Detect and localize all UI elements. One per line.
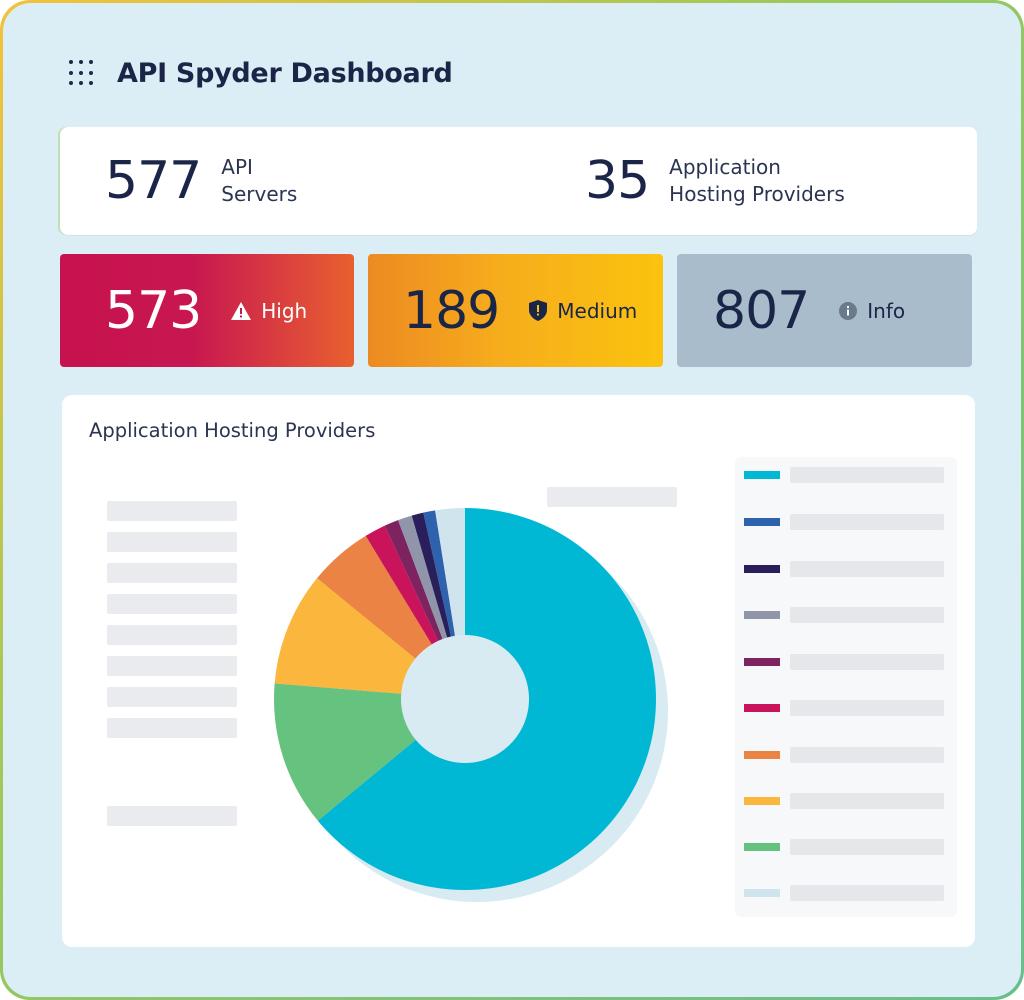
api-servers-count: 577	[105, 151, 202, 211]
legend-item[interactable]	[744, 793, 944, 811]
severity-medium-count: 189	[403, 280, 500, 341]
severity-high-card[interactable]: 573 High	[60, 254, 354, 367]
placeholder-line	[107, 501, 237, 521]
chart-title: Application Hosting Providers	[89, 419, 376, 442]
info-circle-icon	[839, 301, 858, 320]
legend-swatch	[744, 518, 780, 526]
hosting-providers-stat[interactable]: 35 Application Hosting Providers	[585, 127, 845, 235]
legend-label-placeholder	[790, 467, 944, 483]
hosting-providers-label: Application Hosting Providers	[669, 155, 845, 206]
warning-triangle-icon	[231, 301, 252, 320]
legend-swatch	[744, 565, 780, 573]
legend-swatch	[744, 797, 780, 805]
placeholder-line	[547, 487, 677, 507]
page-title: API Spyder Dashboard	[117, 57, 453, 89]
legend-item[interactable]	[744, 700, 944, 718]
legend-label-placeholder	[790, 885, 944, 901]
severity-info-count: 807	[713, 280, 810, 341]
api-servers-stat[interactable]: 577 API Servers	[105, 127, 297, 235]
severity-info-label: Info	[867, 298, 906, 323]
pie-slice-9[interactable]	[423, 510, 455, 637]
legend-swatch	[744, 611, 780, 619]
severity-medium-card[interactable]: 189 Medium	[368, 254, 663, 367]
pie-slice-3[interactable]	[274, 578, 416, 694]
pie-slice-5[interactable]	[365, 525, 439, 645]
legend-swatch	[744, 889, 780, 897]
grid-icon[interactable]	[69, 60, 95, 86]
legend-swatch	[744, 751, 780, 759]
legend-item[interactable]	[744, 561, 944, 579]
legend-item[interactable]	[744, 607, 944, 625]
legend-swatch	[744, 843, 780, 851]
pie-slice-2[interactable]	[274, 683, 416, 821]
legend-item[interactable]	[744, 839, 944, 857]
legend-item[interactable]	[744, 467, 944, 485]
placeholder-line	[107, 718, 237, 738]
legend-label-placeholder	[790, 561, 944, 577]
legend-label-placeholder	[790, 839, 944, 855]
severity-high-count: 573	[105, 280, 202, 341]
legend-label-placeholder	[790, 514, 944, 530]
hosting-providers-chart-card: Application Hosting Providers	[62, 395, 975, 947]
donut-chart	[274, 508, 668, 902]
legend-item[interactable]	[744, 885, 944, 903]
legend-label-placeholder	[790, 607, 944, 623]
placeholder-line	[107, 656, 237, 676]
legend-item[interactable]	[744, 747, 944, 765]
hosting-providers-count: 35	[585, 151, 650, 211]
pie-slice-1[interactable]	[317, 508, 657, 890]
api-servers-label: API Servers	[221, 155, 298, 206]
severity-medium-label: Medium	[557, 298, 638, 323]
legend-item[interactable]	[744, 654, 944, 672]
placeholder-line	[107, 563, 237, 583]
pie-slice-10[interactable]	[435, 508, 465, 636]
legend-label-placeholder	[790, 700, 944, 716]
placeholder-line	[107, 532, 237, 552]
legend-label-placeholder	[790, 654, 944, 670]
dashboard-panel: API Spyder Dashboard 577 API Servers 35 …	[3, 3, 1021, 997]
legend-label-placeholder	[790, 747, 944, 763]
legend-label-placeholder	[790, 793, 944, 809]
severity-high-label: High	[261, 298, 308, 323]
summary-card: 577 API Servers 35 Application Hosting P…	[60, 127, 977, 235]
legend-item[interactable]	[744, 514, 944, 532]
placeholder-line	[107, 687, 237, 707]
shield-icon	[529, 300, 548, 321]
severity-info-card[interactable]: 807 Info	[677, 254, 972, 367]
pie-slice-6[interactable]	[384, 520, 443, 641]
pie-slice-4[interactable]	[317, 535, 432, 659]
legend-swatch	[744, 704, 780, 712]
placeholder-line	[107, 625, 237, 645]
header: API Spyder Dashboard	[69, 53, 453, 93]
pie-slice-8[interactable]	[411, 512, 452, 638]
placeholder-line	[107, 594, 237, 614]
legend-swatch	[744, 658, 780, 666]
placeholder-line	[107, 806, 237, 826]
pie-slice-7[interactable]	[398, 515, 448, 640]
legend-swatch	[744, 471, 780, 479]
